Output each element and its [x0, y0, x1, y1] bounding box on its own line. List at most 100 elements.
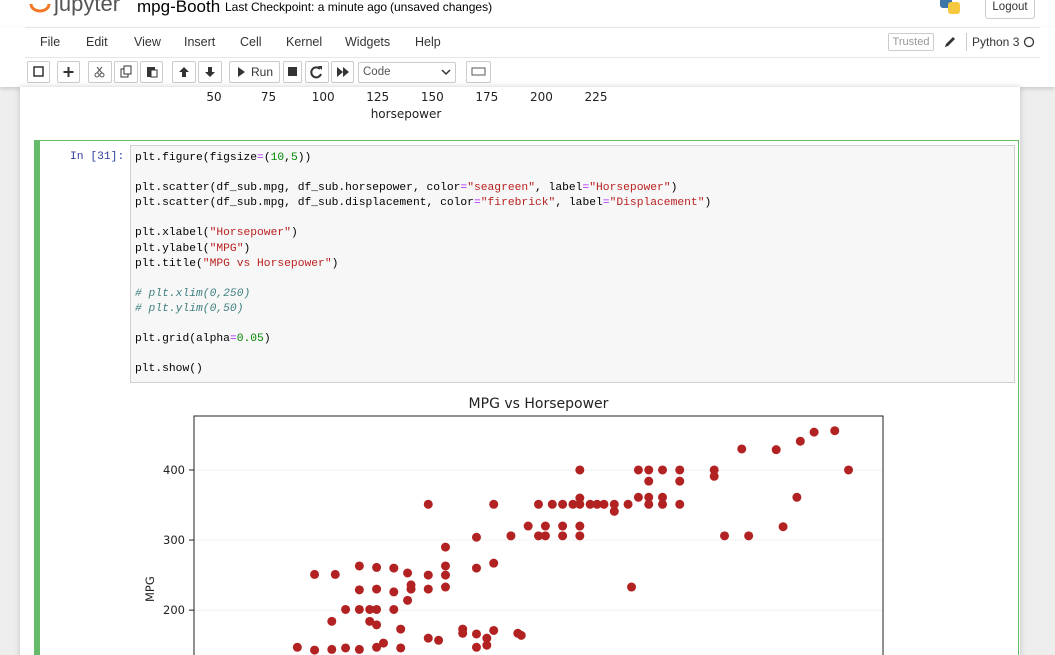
menu-item[interactable]: Kernel — [286, 35, 323, 49]
scatter-point — [327, 616, 337, 626]
x-tick-label: 150 — [421, 90, 444, 104]
code-block: # plt.xlim(0,250) # plt.ylim(0,50) — [135, 287, 711, 317]
x-tick-label: 75 — [261, 90, 276, 104]
scatter-point — [310, 645, 320, 655]
scatter-point — [658, 499, 668, 509]
run-label: Run — [251, 65, 274, 79]
toolbar-button[interactable] — [172, 61, 196, 83]
scatter-point — [423, 633, 433, 643]
scatter-point — [330, 569, 340, 579]
scatter-point — [440, 561, 450, 571]
checkpoint: Last Checkpoint: a minute ago — [225, 0, 388, 14]
scatter-point — [471, 642, 481, 652]
toolbar-button[interactable] — [283, 61, 302, 83]
scatter-point — [365, 604, 375, 614]
scatter-point — [675, 499, 685, 509]
toolbar-button[interactable] — [114, 61, 138, 83]
scatter-point — [489, 499, 499, 509]
scatter-point — [792, 492, 802, 502]
scatter-point — [623, 499, 633, 509]
menu-item[interactable]: Edit — [86, 35, 108, 49]
scatter-point — [627, 582, 637, 592]
scatter-point — [489, 625, 499, 635]
scatter-point — [389, 563, 399, 573]
scatter-point — [547, 499, 557, 509]
scatter-point — [440, 542, 450, 552]
code-line: plt.scatter(df_sub.mpg, df_sub.displacem… — [135, 197, 712, 210]
code-line: plt.grid(alpha=0.05) — [135, 333, 271, 346]
scatter-point — [440, 570, 450, 580]
scatter-point — [644, 492, 654, 502]
scatter-point — [396, 624, 406, 634]
scatter-point — [592, 499, 602, 509]
toolbar-button[interactable] — [140, 61, 163, 83]
header: jupyter mpg-Booth Last Checkpoint: a min… — [0, 0, 1055, 27]
logout-button[interactable]: Logout — [985, 0, 1035, 19]
scatter-point — [372, 642, 382, 652]
code-cell[interactable] — [34, 140, 1019, 655]
menu-item[interactable]: Insert — [184, 35, 216, 49]
menu-item[interactable]: Help — [415, 35, 441, 49]
scatter-point — [540, 531, 550, 541]
x-axis-label: horsepower — [371, 107, 442, 121]
scatter-point — [558, 521, 568, 531]
scatter-point — [389, 604, 399, 614]
y-axis-label: MPG — [143, 576, 157, 602]
scatter-point — [585, 499, 595, 509]
logo-text: jupyter — [54, 0, 121, 16]
scatter-point — [482, 640, 492, 650]
scatter-point — [292, 642, 302, 652]
scatter-point — [609, 506, 619, 516]
x-tick-label: 175 — [475, 90, 498, 104]
scatter-point — [365, 616, 375, 626]
menu-item[interactable]: Widgets — [345, 35, 391, 49]
menu-item[interactable]: Cell — [240, 35, 262, 49]
toolbar-button[interactable] — [466, 61, 491, 83]
scatter-point — [675, 476, 685, 486]
scatter-point — [516, 630, 526, 640]
scatter-point — [709, 471, 719, 481]
toolbar-button[interactable] — [57, 61, 80, 83]
input-prompt: In [31]: — [70, 151, 125, 163]
kernel-name: Python 3 — [972, 35, 1020, 49]
scatter-point — [406, 584, 416, 594]
scatter-point — [354, 604, 364, 614]
scatter-point — [709, 465, 719, 475]
code-block: plt.scatter(df_sub.mpg, df_sub.horsepowe… — [135, 181, 711, 211]
code-block: plt.show() — [135, 362, 711, 377]
code-input[interactable] — [130, 145, 1015, 383]
x-tick-label: 50 — [206, 90, 221, 104]
scatter-point — [575, 499, 585, 509]
toolbar-button[interactable] — [198, 61, 222, 83]
code-line: # plt.xlim(0,250) — [135, 287, 251, 300]
y-tick-label: 300 — [163, 533, 185, 547]
scatter-point — [540, 521, 550, 531]
save-status: (unsaved changes) — [390, 0, 493, 14]
axes-frame — [193, 415, 884, 655]
scatter-point — [771, 445, 781, 455]
toolbar-button[interactable] — [305, 61, 329, 83]
cell-type-label: Code — [363, 66, 391, 78]
notebook-name[interactable]: mpg-Booth — [137, 0, 221, 16]
code-line: plt.ylabel("MPG") — [135, 242, 251, 255]
cell-type-select[interactable]: Code — [358, 62, 456, 83]
toolbar-button[interactable] — [88, 61, 112, 83]
menu-item[interactable]: File — [40, 35, 61, 49]
scatter-point — [423, 584, 433, 594]
scatter-point — [844, 465, 854, 475]
menu-item[interactable]: View — [134, 35, 161, 49]
x-tick-label: 100 — [312, 90, 335, 104]
scatter-point — [471, 532, 481, 542]
scatter-point — [568, 499, 578, 509]
toolbar-button[interactable] — [229, 61, 280, 83]
toolbar-button[interactable] — [27, 61, 50, 83]
code-line: plt.title("MPG vs Horsepower") — [135, 257, 339, 270]
scatter-point — [489, 558, 499, 568]
toolbar-button[interactable] — [331, 61, 354, 83]
y-tick-label: 400 — [163, 463, 185, 477]
scatter-point — [737, 444, 747, 454]
scatter-point — [310, 569, 320, 579]
trusted-indicator[interactable]: Trusted — [888, 33, 934, 51]
scatter-point — [327, 644, 337, 654]
